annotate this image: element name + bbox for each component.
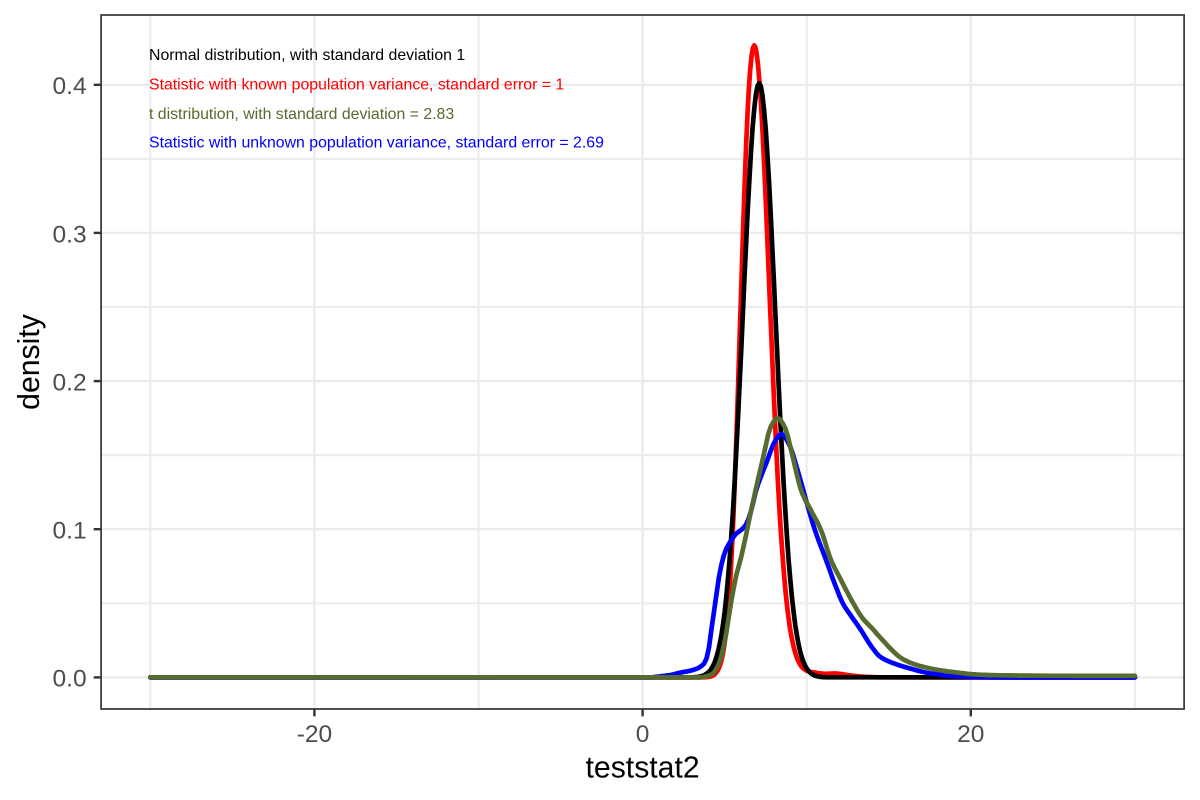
svg-text:0.1: 0.1 (53, 518, 87, 545)
svg-text:Statistic with unknown populat: Statistic with unknown population varian… (149, 134, 604, 151)
svg-text:teststat2: teststat2 (586, 752, 700, 785)
svg-text:0.4: 0.4 (53, 73, 87, 100)
svg-text:density: density (13, 313, 46, 410)
svg-text:0.2: 0.2 (53, 369, 87, 396)
svg-text:t distribution, with standard: t distribution, with standard deviation … (149, 106, 454, 123)
svg-text:Statistic with known populatio: Statistic with known population variance… (149, 76, 564, 93)
svg-text:-20: -20 (297, 721, 332, 748)
svg-text:0.0: 0.0 (53, 666, 87, 693)
svg-text:0: 0 (636, 721, 650, 748)
svg-text:Normal distribution, with stan: Normal distribution, with standard devia… (149, 47, 465, 64)
svg-text:0.3: 0.3 (53, 221, 87, 248)
svg-text:20: 20 (957, 721, 984, 748)
